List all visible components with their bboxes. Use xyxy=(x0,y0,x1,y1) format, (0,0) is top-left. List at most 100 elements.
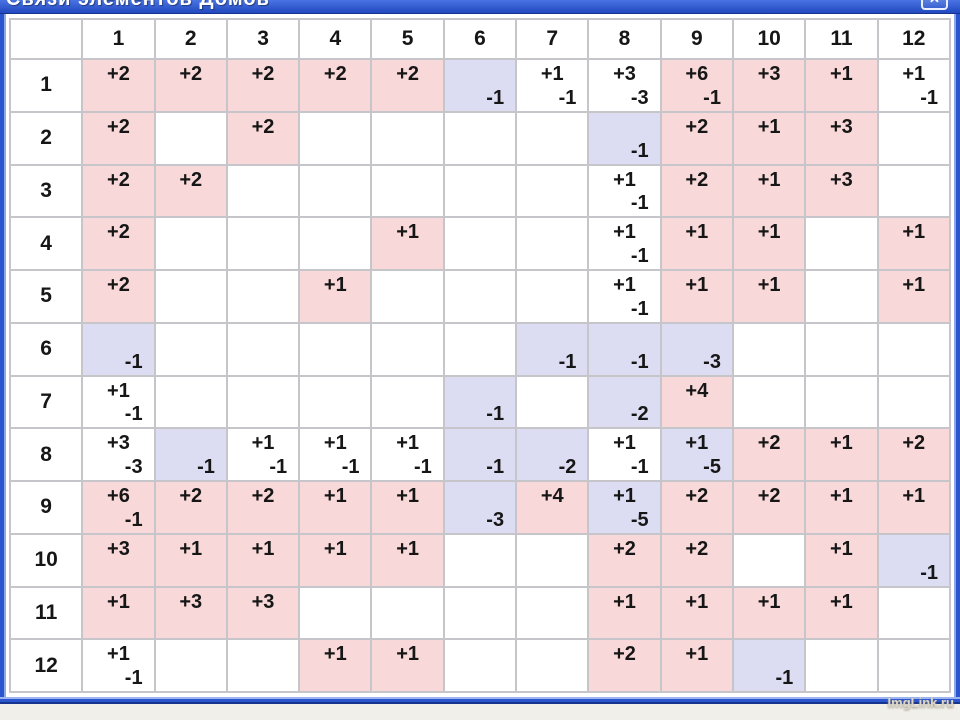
negative-value xyxy=(228,140,298,162)
positive-value xyxy=(372,116,442,138)
matrix-cell: +1 xyxy=(731,216,807,271)
matrix-cell: +3 -3 xyxy=(81,427,156,482)
matrix-cell xyxy=(515,110,590,166)
negative-value xyxy=(228,562,298,584)
negative-value xyxy=(806,667,876,689)
matrix-cell: +2 xyxy=(370,58,445,113)
positive-value: +1 xyxy=(757,590,781,613)
negative-value xyxy=(734,298,804,320)
positive-value: +1 xyxy=(830,537,853,560)
negative-value xyxy=(517,509,587,531)
negative-value: -1 xyxy=(630,297,649,320)
negative-value xyxy=(734,509,804,531)
positive-value: +3 xyxy=(251,590,275,613)
matrix-cell: +1 -1 xyxy=(515,58,590,113)
negative-value xyxy=(662,562,732,584)
positive-value xyxy=(83,327,153,349)
positive-value: +1 xyxy=(396,537,420,560)
title-bar[interactable]: Связи элементов Домов ✕ xyxy=(0,0,960,14)
matrix-cell: +3 xyxy=(153,585,228,641)
matrix-cell xyxy=(225,163,301,219)
matrix-cell xyxy=(153,110,228,166)
positive-value: +2 xyxy=(685,168,709,191)
positive-value: +6 xyxy=(107,485,130,507)
matrix-cell xyxy=(153,269,228,324)
positive-value: +1 xyxy=(107,590,130,613)
negative-value: -1 xyxy=(486,86,505,109)
positive-value: +1 xyxy=(685,221,709,244)
positive-value xyxy=(517,116,587,138)
positive-value xyxy=(156,432,226,454)
positive-value xyxy=(806,643,876,665)
negative-value xyxy=(83,562,153,584)
negative-value: -1 xyxy=(124,508,143,531)
matrix-cell: +1 xyxy=(81,585,156,641)
positive-value xyxy=(445,63,515,85)
positive-value: +1 xyxy=(107,643,130,666)
close-button[interactable]: ✕ xyxy=(921,0,948,10)
positive-value xyxy=(879,169,949,191)
bottom-border: ImgLink.ru xyxy=(0,695,960,712)
positive-value: +1 xyxy=(613,221,636,244)
negative-value xyxy=(734,87,804,109)
table-row: 7 +1 -1 -1 -2 +4 xyxy=(8,374,952,430)
negative-value xyxy=(879,351,949,373)
negative-value xyxy=(372,562,442,584)
matrix-cell: +2 xyxy=(876,427,952,482)
matrix-cell: -2 xyxy=(515,427,590,482)
positive-value: +2 xyxy=(107,115,130,138)
matrix-cell xyxy=(515,638,590,693)
positive-value xyxy=(156,380,226,402)
negative-value xyxy=(662,192,732,214)
negative-value xyxy=(300,509,370,531)
matrix-cell xyxy=(442,585,518,641)
matrix-cell: +6 -1 xyxy=(659,58,734,113)
negative-value xyxy=(156,298,226,320)
positive-value xyxy=(445,327,515,349)
negative-value xyxy=(445,562,515,584)
matrix-cell xyxy=(442,638,518,693)
positive-value xyxy=(445,274,515,296)
negative-value xyxy=(300,87,370,109)
negative-value: -1 xyxy=(197,456,215,478)
positive-value: +2 xyxy=(613,643,636,666)
positive-value: +1 xyxy=(613,274,636,296)
table-row: 12 +1 -1 +1 +1 +2 +1 -1 xyxy=(8,638,952,693)
matrix-cell: -1 xyxy=(442,427,518,482)
relations-table: 1 2 3 4 5 6 7 8 9 10 11 12 1 +2 +2 +2 +2 +2 -1 +1 -1 +3 -3 +6-… xyxy=(8,18,952,693)
negative-value xyxy=(228,403,298,425)
column-header: 12 xyxy=(876,18,952,60)
negative-value xyxy=(445,192,515,214)
matrix-cell: +1 xyxy=(804,480,879,535)
window-title: Связи элементов Домов xyxy=(6,0,270,11)
negative-value xyxy=(228,667,298,689)
matrix-cell: +6 -1 xyxy=(81,480,156,535)
row-label: 1 xyxy=(8,58,84,113)
matrix-cell: -1 xyxy=(153,427,228,482)
matrix-cell xyxy=(225,374,301,430)
positive-value: +1 xyxy=(830,590,853,613)
positive-value: +1 xyxy=(830,485,853,507)
close-icon: ✕ xyxy=(929,0,940,6)
positive-value xyxy=(372,591,442,613)
matrix-cell: -3 xyxy=(442,480,518,535)
column-header: 5 xyxy=(370,18,445,60)
row-label: 10 xyxy=(8,532,84,588)
matrix-cell xyxy=(298,110,373,166)
negative-value xyxy=(300,245,370,267)
matrix-cell xyxy=(442,532,518,588)
negative-value xyxy=(734,456,804,478)
matrix-cell: +2 xyxy=(81,216,156,271)
positive-value: +1 xyxy=(396,221,420,244)
negative-value xyxy=(517,192,587,214)
table-row: 8 +3 -3 -1 +1 -1 +1 -1 +1 -1 -1 -2 +1 -1 +1 -5 +2 +1 +2 xyxy=(8,427,952,482)
matrix-cell xyxy=(298,321,373,377)
negative-value: -1 xyxy=(630,456,649,478)
positive-value xyxy=(734,643,804,665)
matrix-cell xyxy=(370,374,445,430)
negative-value xyxy=(156,192,226,214)
negative-value: -5 xyxy=(703,456,721,478)
positive-value xyxy=(156,327,226,349)
negative-value xyxy=(806,192,876,214)
matrix-cell: +1 xyxy=(298,638,373,693)
